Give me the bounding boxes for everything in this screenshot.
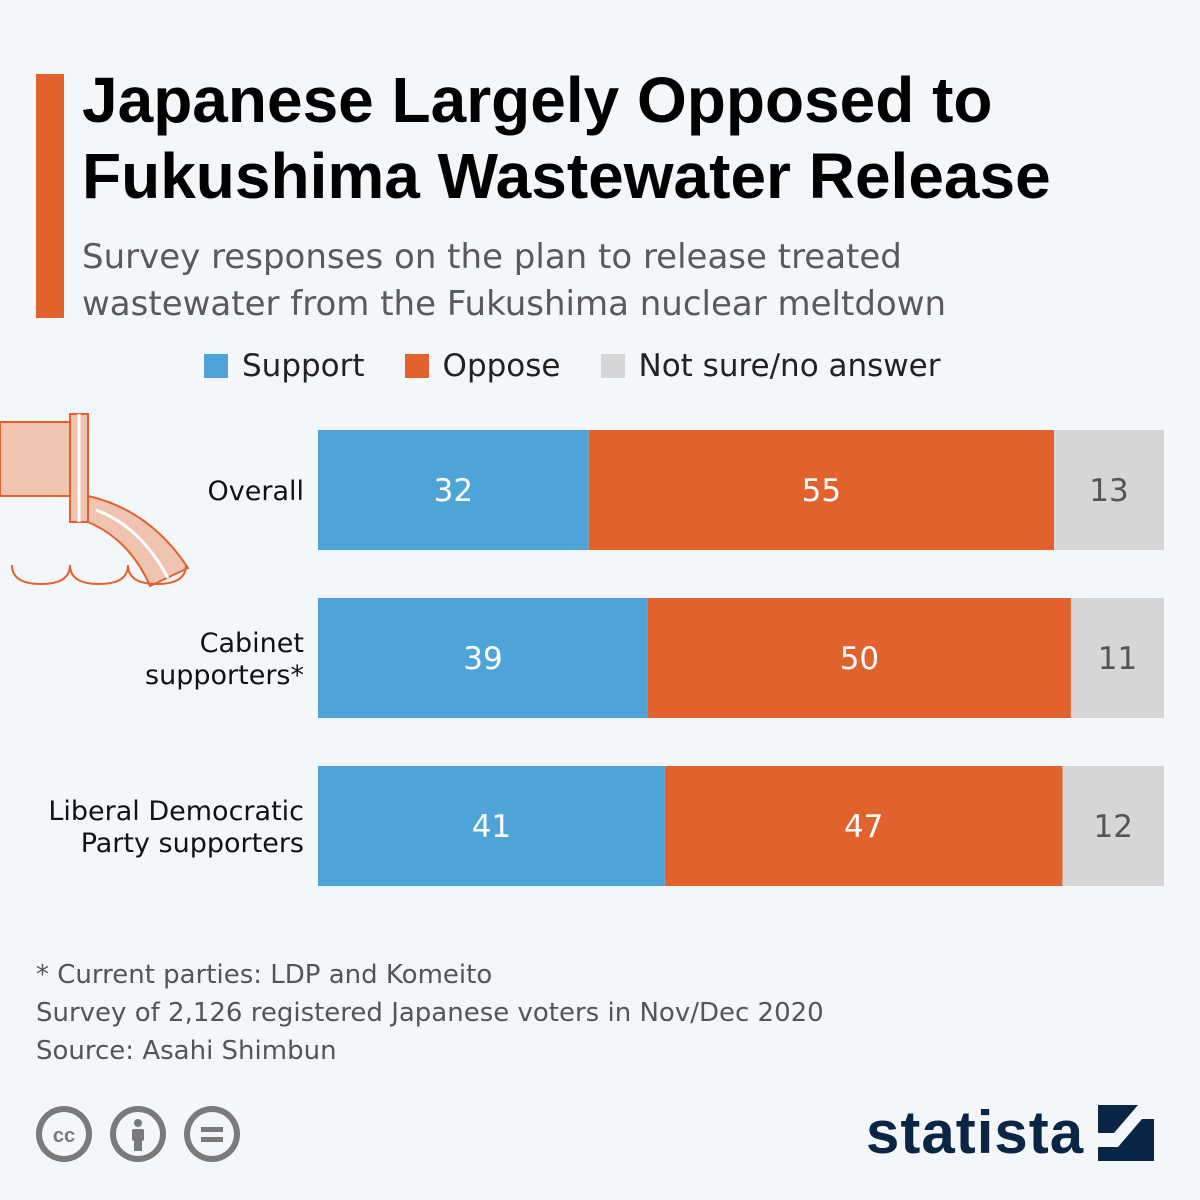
bar-oppose [664, 766, 1063, 886]
data-label-support: 32 [434, 473, 473, 509]
chart-subtitle-line-2: wastewater from the Fukushima nuclear me… [82, 284, 947, 324]
legend-swatch-support [204, 354, 228, 378]
logo-text: statista [866, 1099, 1085, 1166]
legend-item-oppose: Oppose [404, 348, 561, 384]
footnotes: * Current parties: LDP and Komeito Surve… [36, 956, 824, 1070]
bar-unsure [1062, 766, 1164, 886]
legend-item-unsure: Not sure/no answer [600, 348, 941, 384]
bar-unsure [1054, 430, 1164, 550]
bars-group: Overall 32 55 13 Cabinet supporters* 39 50 11 Lib… [48, 430, 1164, 886]
data-label-unsure: 11 [1098, 641, 1137, 677]
data-label-support: 41 [472, 809, 511, 845]
wastewater-pipe-icon [0, 413, 190, 588]
bar-oppose [588, 430, 1055, 550]
data-label-support: 39 [463, 641, 502, 677]
data-label-oppose: 55 [802, 473, 841, 509]
no-derivatives-icon[interactable] [184, 1106, 240, 1162]
attribution-icon[interactable] [110, 1106, 166, 1162]
bar-unsure [1070, 598, 1164, 718]
bar-support [318, 430, 589, 550]
category-label: Liberal Democratic Party supporters [48, 796, 304, 859]
stacked-bar-chart: Overall 32 55 13 Cabinet supporters* 39 50 11 Lib… [0, 413, 1164, 886]
license-icons: cc [36, 1106, 258, 1162]
chart-subtitle-line-1: Survey responses on the plan to release … [82, 237, 902, 277]
bar-oppose [647, 598, 1071, 718]
legend-swatch-oppose [404, 354, 429, 378]
statista-logo[interactable]: statista [866, 1098, 1155, 1167]
category-label: Cabinet supporters* [145, 628, 304, 691]
legend-label-support: Support [242, 348, 365, 384]
chart-title-line-2: Fukushima Wastewater Release [82, 140, 1051, 212]
svg-text:cc: cc [53, 1125, 75, 1147]
footnote-survey: Survey of 2,126 registered Japanese vote… [36, 998, 824, 1028]
chart-title-line-1: Japanese Largely Opposed to [82, 64, 993, 136]
chart-legend: Support Oppose Not sure/no answer [204, 344, 980, 388]
title-accent-bar [36, 74, 64, 318]
bar-support [318, 598, 648, 718]
statista-mark-icon [1098, 1104, 1155, 1161]
category-label: Overall [208, 476, 305, 507]
legend-item-support: Support [204, 348, 365, 384]
footnote-source: Source: Asahi Shimbun [36, 1036, 337, 1066]
cc-icon[interactable]: cc [36, 1106, 92, 1162]
data-label-unsure: 13 [1089, 473, 1128, 509]
chart-subtitle: Survey responses on the plan to release … [82, 234, 1132, 328]
legend-swatch-unsure [600, 354, 625, 378]
data-label-oppose: 50 [840, 641, 879, 677]
data-label-oppose: 47 [844, 809, 883, 845]
data-label-unsure: 12 [1094, 809, 1133, 845]
bar-support [318, 766, 665, 886]
footnote-parties: * Current parties: LDP and Komeito [36, 960, 493, 990]
chart-title: Japanese Largely Opposed to Fukushima Wa… [82, 62, 1182, 214]
legend-label-oppose: Oppose [442, 348, 561, 384]
legend-label-unsure: Not sure/no answer [638, 348, 941, 384]
